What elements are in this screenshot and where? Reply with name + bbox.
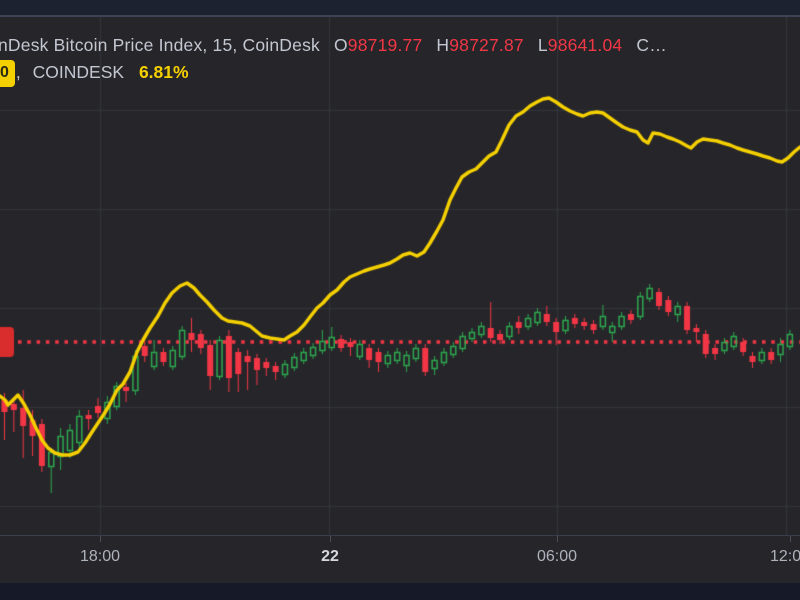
ohlc-value: 98727.87 — [449, 35, 524, 55]
symbol-info-row[interactable]: nDesk Bitcoin Price Index, 15, CoinDesk O… — [0, 33, 667, 57]
ohlc-key: L — [537, 35, 548, 55]
bottom-strip — [0, 583, 800, 600]
axis-tick — [790, 536, 791, 542]
symbol-title: nDesk Bitcoin Price Index, 15, CoinDesk — [0, 35, 320, 55]
ohlc-values: O98719.77 H98727.87 L98641.04 C… — [320, 35, 667, 55]
time-axis[interactable]: 18:00 22 06:00 12:00 — [0, 535, 800, 584]
ohlc-value: … — [649, 35, 667, 55]
axis-tick — [557, 536, 558, 542]
indicator-change-value: 6.81% — [138, 62, 189, 82]
indicator-separator: , — [15, 62, 21, 82]
indicator-value-badge: 0 — [0, 60, 15, 87]
indicator-name: COINDESK — [32, 62, 125, 82]
time-axis-label: 06:00 — [536, 548, 578, 565]
ohlc-key: H — [436, 35, 450, 55]
ohlc-value: 98719.77 — [347, 35, 423, 55]
chart-legend: nDesk Bitcoin Price Index, 15, CoinDesk O… — [0, 33, 667, 87]
price-chart-canvas[interactable] — [0, 0, 800, 535]
time-axis-label: 22 — [321, 548, 339, 565]
ohlc-key: C — [636, 35, 650, 55]
axis-tick — [100, 536, 101, 542]
ohlc-key: O — [333, 35, 348, 55]
axis-tick — [330, 536, 331, 542]
top-strip — [0, 0, 800, 17]
indicator-row[interactable]: 0, COINDESK 6.81% — [0, 60, 667, 87]
time-axis-label: 12:00 — [769, 548, 800, 565]
time-axis-label: 18:00 — [79, 548, 121, 565]
ohlc-value: 98641.04 — [547, 35, 623, 55]
